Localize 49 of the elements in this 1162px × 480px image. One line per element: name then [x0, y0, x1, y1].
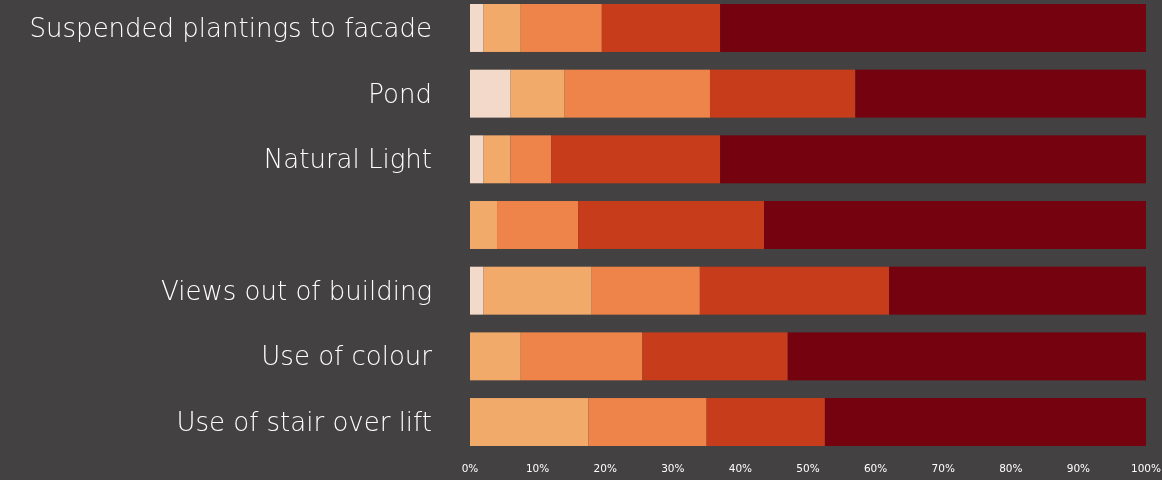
bar	[720, 135, 1146, 184]
bar	[483, 135, 511, 184]
bar	[470, 4, 484, 52]
bar	[564, 69, 710, 118]
bar	[520, 4, 602, 52]
x-tick-label: 40%	[728, 462, 753, 474]
bar	[706, 398, 825, 446]
bar	[787, 332, 1146, 381]
bar	[470, 332, 521, 381]
bar	[642, 332, 788, 381]
bar	[578, 201, 765, 249]
x-tick-label: 70%	[931, 462, 955, 474]
bar	[470, 135, 484, 184]
bar	[588, 398, 707, 446]
y-tick-label: Pond	[368, 78, 432, 109]
bar	[497, 201, 579, 249]
bar	[483, 266, 592, 315]
bar	[470, 398, 589, 446]
x-tick-label: 10%	[525, 462, 550, 474]
bar	[601, 4, 721, 52]
x-tick-label: 0%	[461, 462, 479, 474]
bar	[699, 266, 890, 315]
bar	[470, 201, 498, 249]
bar	[470, 266, 484, 315]
x-tick-label: 50%	[796, 462, 820, 474]
y-tick-label: Natural Light	[263, 144, 432, 175]
bar	[470, 69, 511, 118]
bar	[720, 4, 1146, 52]
bar	[510, 135, 552, 184]
bar	[855, 69, 1146, 118]
x-tick-label: 90%	[1066, 462, 1091, 474]
bar	[889, 266, 1146, 315]
x-tick-label: 80%	[999, 462, 1023, 474]
y-tick-label: Use of stair over lift	[176, 407, 432, 438]
bar	[551, 135, 721, 184]
bar	[520, 332, 643, 381]
y-tick-label: Views out of building	[161, 275, 432, 306]
bar	[591, 266, 700, 315]
bar	[764, 201, 1146, 249]
x-tick-label: 60%	[863, 462, 888, 474]
bar	[824, 398, 1146, 446]
x-tick-label: 100%	[1130, 462, 1162, 474]
y-tick-label: Suspended plantings to facade	[29, 13, 432, 44]
x-tick-label: 20%	[593, 462, 617, 474]
x-tick-label: 30%	[661, 462, 685, 474]
y-tick-label: Use of colour	[261, 341, 433, 372]
bar	[483, 4, 521, 52]
bar	[510, 69, 565, 118]
bar	[709, 69, 856, 118]
